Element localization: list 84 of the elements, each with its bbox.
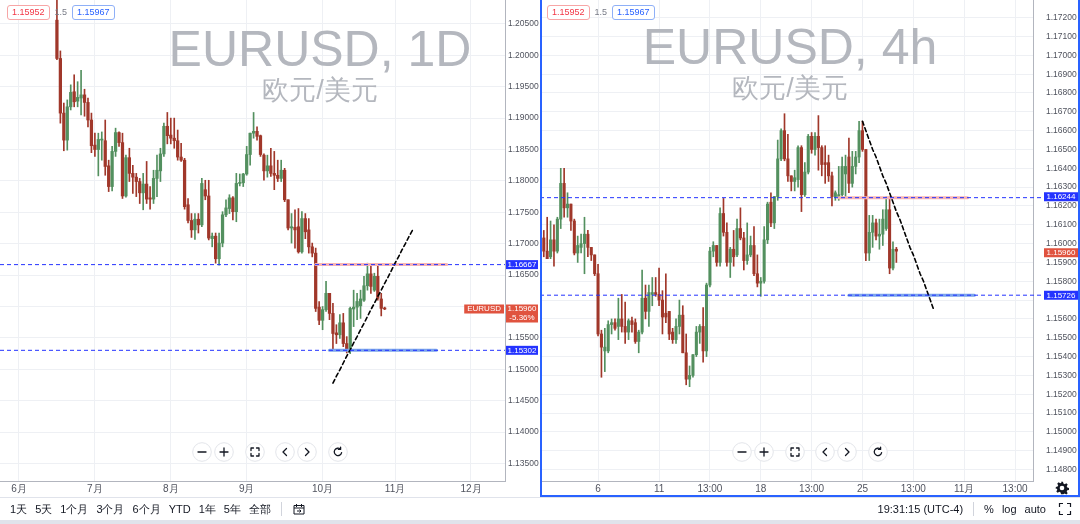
y-tick-label: 1.17500 <box>508 206 539 217</box>
y-tick-label: 1.16500 <box>1046 143 1077 154</box>
text: 欧元/美元 <box>262 75 378 106</box>
text: % <box>984 502 994 516</box>
y-tick-label: 1.19500 <box>508 81 539 92</box>
text: 6个月 <box>132 502 161 516</box>
y-tick-label: 1.16000 <box>1046 237 1077 248</box>
y-tick-label: 1.15400 <box>1046 350 1077 361</box>
text: 欧元/美元 <box>732 73 848 104</box>
y-tick-label: 1.15500 <box>508 332 539 343</box>
y-tick-label: 1.17000 <box>1046 49 1077 60</box>
text: 1天 <box>10 502 28 516</box>
y-tick-label: 1.15100 <box>1046 407 1077 418</box>
y-tick-label: 1.15000 <box>1046 426 1077 437</box>
annotation: 1.15967 <box>612 5 655 20</box>
x-tick-label: 11 <box>653 482 665 494</box>
x-tick-label: 10月 <box>312 482 334 494</box>
x-tick-label: 6月 <box>11 482 27 494</box>
y-tick-label: 1.14500 <box>508 395 539 406</box>
x-tick-label: 13:00 <box>900 482 927 494</box>
text: 19:31:15 (UTC-4) <box>877 502 964 516</box>
y-tick-label: 1.15500 <box>1046 332 1077 343</box>
x-tick-label: 11月 <box>953 482 975 494</box>
y-tick-label: 1.18000 <box>508 175 539 186</box>
y-tick-label: 1.14000 <box>508 426 539 437</box>
chart-title: EURUSD, 4h <box>642 18 938 75</box>
text: -5.36% <box>509 313 535 323</box>
x-tick-label: 13:00 <box>1002 482 1028 494</box>
y-tick-label: 1.15800 <box>1046 275 1077 286</box>
x-tick-label: 25 <box>856 482 869 494</box>
ref-line-label: 1.16667 <box>507 260 538 270</box>
x-tick-label: 12月 <box>460 482 482 494</box>
annotation: 1.15952 <box>7 5 50 20</box>
text: 1个月 <box>60 502 89 516</box>
text: auto <box>1024 502 1046 516</box>
x-tick-label: 13:00 <box>799 482 825 494</box>
y-tick-label: 1.16300 <box>1046 181 1077 192</box>
y-tick-label: 1.16100 <box>1046 219 1077 230</box>
text: 全部 <box>248 502 271 516</box>
y-tick-label: 1.16500 <box>508 269 539 280</box>
y-tick-label: 1.17200 <box>1046 12 1077 23</box>
y-tick-label: 1.17100 <box>1046 30 1077 41</box>
y-tick-label: 1.15000 <box>508 363 539 374</box>
y-tick-label: 1.14800 <box>1046 463 1077 474</box>
y-tick-label: 1.15300 <box>1046 369 1077 380</box>
x-tick-label: 8月 <box>163 482 179 494</box>
ref-line-label: 1.15726 <box>1046 290 1077 300</box>
y-tick-label: 1.14900 <box>1046 445 1077 456</box>
text: 1.15960 <box>507 304 538 314</box>
y-tick-label: 1.15200 <box>1046 388 1077 399</box>
text: 1.15960 <box>1046 248 1077 258</box>
y-tick-label: 1.17000 <box>508 238 539 249</box>
y-tick-label: 1.16900 <box>1046 68 1077 79</box>
text: 1年 <box>198 502 216 516</box>
annotation: 1.15967 <box>72 5 115 20</box>
annotation: 1.15952 <box>547 5 590 20</box>
y-tick-label: 1.20500 <box>508 18 539 29</box>
x-tick-label: 9月 <box>238 482 255 494</box>
x-tick-label: 18 <box>755 482 767 494</box>
annotation: 1.5 <box>594 7 608 18</box>
y-tick-label: 1.15600 <box>1046 313 1077 324</box>
y-tick-label: 1.16700 <box>1046 106 1077 117</box>
chart-title: EURUSD, 1D <box>168 20 472 77</box>
text: 3个月 <box>96 502 125 516</box>
text: YTD <box>168 502 191 516</box>
y-tick-label: 1.16200 <box>1046 200 1077 211</box>
y-tick-label: 1.18500 <box>508 143 539 154</box>
y-tick-label: 1.19000 <box>508 112 539 123</box>
y-tick-label: 1.13500 <box>508 457 539 468</box>
y-tick-label: 1.15900 <box>1046 256 1077 267</box>
text: 5天 <box>35 502 53 516</box>
ref-line-label: 1.16244 <box>1046 192 1077 202</box>
annotation: EURUSD <box>467 304 502 314</box>
y-tick-label: 1.16600 <box>1046 125 1077 135</box>
y-tick-label: 1.20000 <box>508 49 539 60</box>
y-tick-label: 1.16400 <box>1046 162 1077 173</box>
x-tick-label: 6 <box>595 482 602 494</box>
y-tick-label: 1.16800 <box>1046 87 1077 98</box>
text: 5年 <box>223 502 241 516</box>
x-tick-label: 11月 <box>384 482 406 494</box>
x-tick-label: 13:00 <box>697 482 723 494</box>
ref-line-label: 1.15302 <box>507 345 538 355</box>
text: log <box>1001 502 1017 516</box>
x-tick-label: 7月 <box>87 482 103 494</box>
